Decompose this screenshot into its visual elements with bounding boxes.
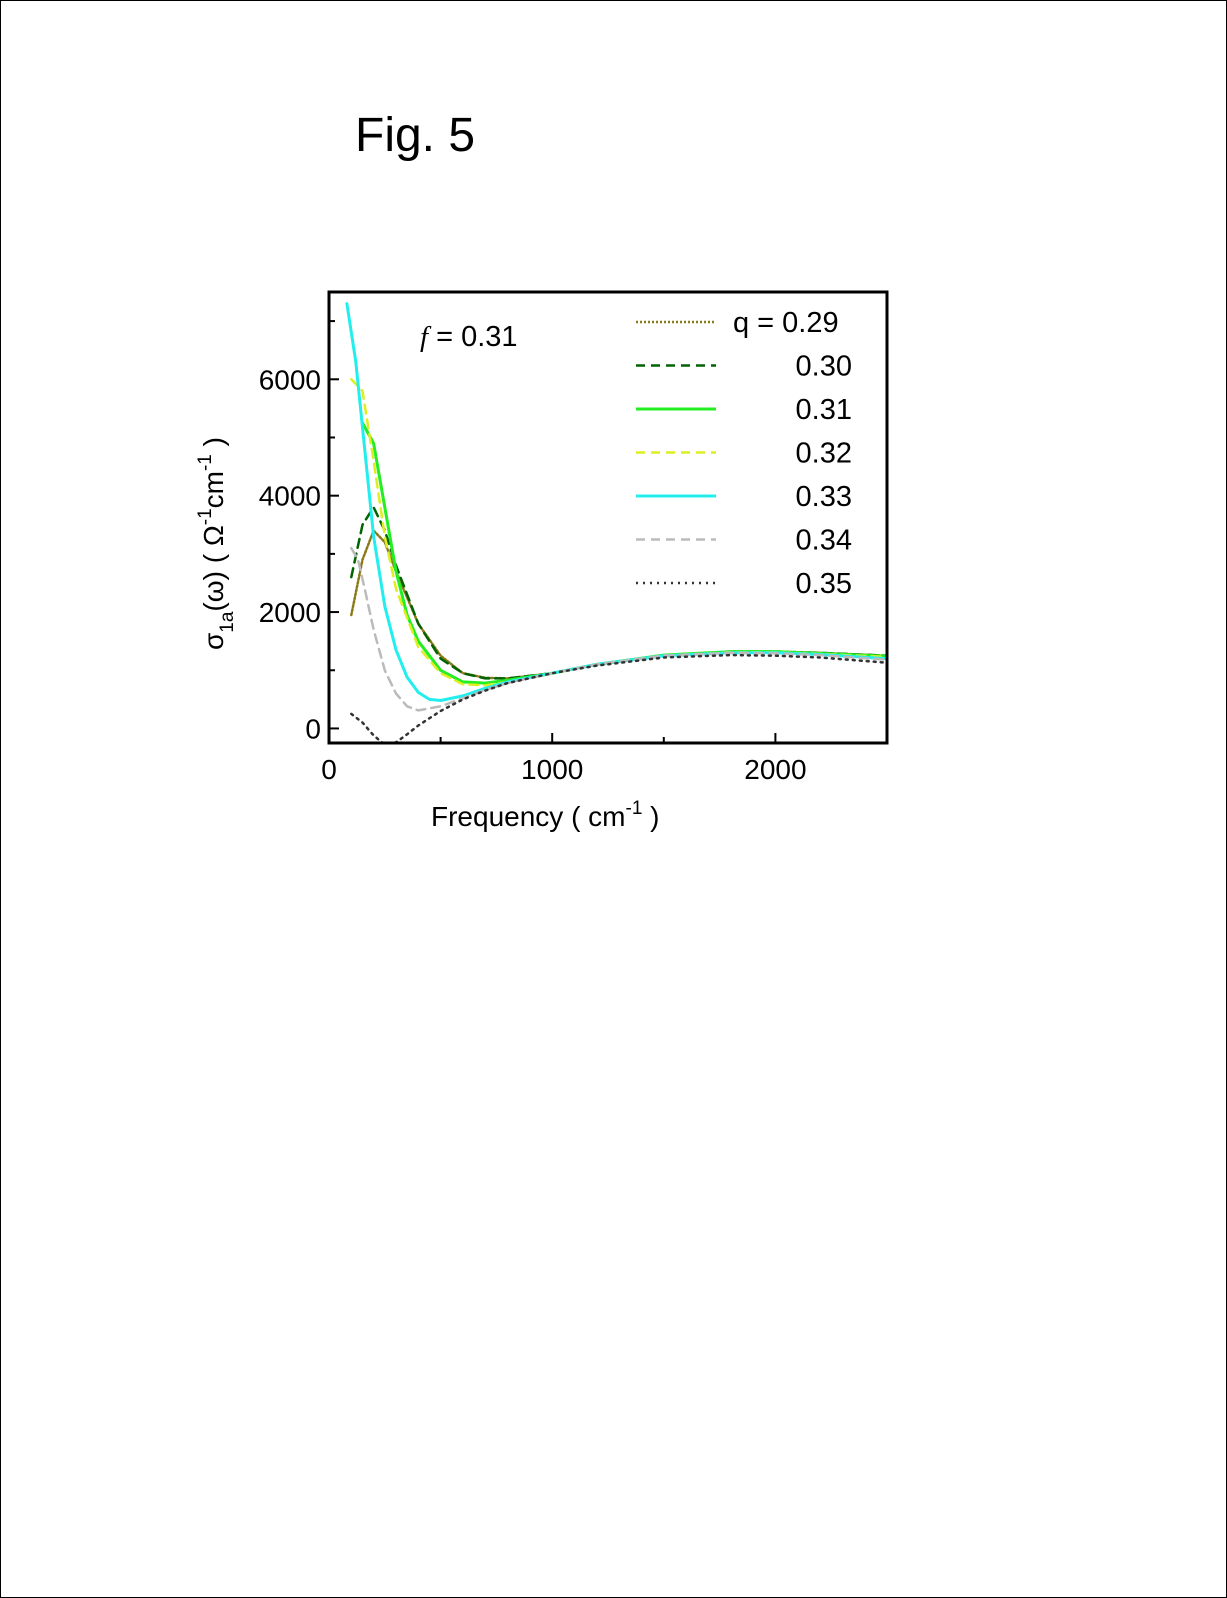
y-axis-label: σ1a(ω) ( Ω-1cm-1 ) [195,437,238,650]
plot-frame [327,290,889,745]
y-tick-label-1: 2000 [259,597,321,628]
series-line-5 [350,546,887,712]
legend-label-6: 0.35 [796,568,852,600]
x-axis-label: Frequency ( cm-1 ) [431,798,660,832]
legend-label-2: 0.31 [796,394,852,426]
series-line-6 [350,653,887,743]
x-tick-label-0: 0 [321,754,337,785]
legend-label-3: 0.32 [796,438,852,470]
figure-label: Fig. 5 [355,109,476,162]
y-tick-label-0: 0 [305,713,321,744]
legend-label-4: 0.33 [796,481,852,513]
annotation-text: = 0.31 [428,321,518,353]
x-tick-label-2: 2000 [744,754,806,785]
series-line-1 [350,506,887,680]
x-tick-label-1: 1000 [521,754,583,785]
legend-label-0: q = 0.29 [733,307,839,339]
legend-label-5: 0.34 [796,525,852,557]
legend-label-1: 0.30 [796,351,852,383]
y-tick-label-3: 6000 [259,364,321,395]
annotation: f = 0.31 [420,321,518,353]
y-tick-label-2: 4000 [259,481,321,512]
